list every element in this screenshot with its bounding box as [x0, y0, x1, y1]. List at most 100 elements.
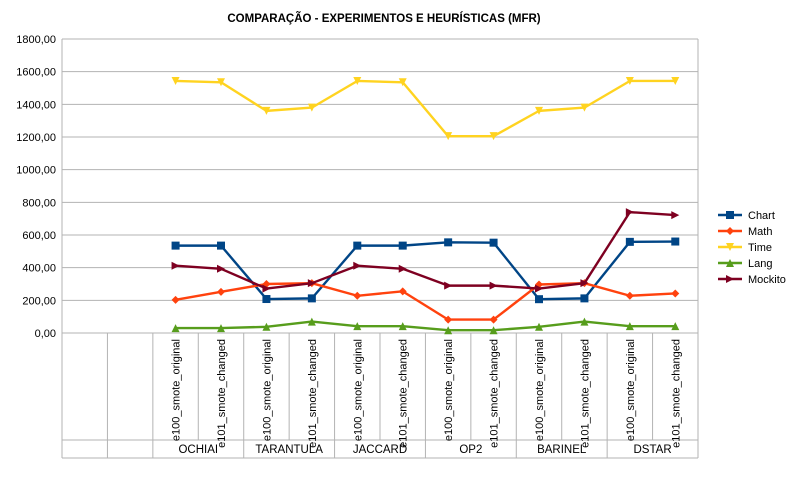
data-point-chart — [307, 294, 316, 303]
data-point-time — [398, 78, 407, 87]
data-point-math — [398, 287, 407, 296]
data-point-time — [625, 76, 634, 85]
x-group-label: DSTAR — [634, 444, 672, 456]
data-point-time — [171, 76, 180, 85]
x-category-label: e101_smote_changed — [489, 339, 501, 448]
x-category-label: e101_smote_changed — [398, 339, 410, 448]
y-tick-label: 400,00 — [22, 263, 56, 275]
x-category-label: e100_smote_original — [625, 339, 637, 441]
data-point-lang — [262, 322, 271, 331]
legend-swatch-marker — [726, 227, 734, 235]
legend-swatch-marker — [726, 243, 734, 251]
legend-label: Mockito — [748, 274, 786, 286]
data-point-mockito — [217, 264, 225, 273]
legend-swatch-marker — [726, 275, 734, 283]
data-point-math — [353, 291, 362, 300]
x-category-label: e100_smote_original — [443, 339, 455, 441]
y-tick-label: 1800,00 — [16, 34, 56, 46]
data-point-chart — [171, 241, 180, 250]
x-group-label: BARINEL — [537, 444, 587, 456]
data-point-lang — [535, 322, 543, 331]
data-point-math — [671, 289, 680, 298]
y-tick-label: 800,00 — [22, 197, 56, 209]
x-category-label: e101_smote_changed — [670, 339, 682, 448]
data-point-chart — [535, 295, 543, 304]
data-point-chart — [444, 238, 453, 247]
y-axis-ticks: 0,00 200,00 400,00 600,00 800,00 1000,00 1200,… — [16, 34, 56, 340]
data-point-mockito — [398, 264, 407, 273]
legend-swatch-marker — [726, 259, 734, 267]
data-point-mockito — [671, 211, 680, 220]
data-point-chart — [217, 241, 225, 250]
data-point-lang — [671, 322, 680, 331]
data-point-time — [262, 106, 271, 115]
data-point-chart — [580, 294, 589, 303]
data-point-mockito — [625, 208, 634, 217]
data-point-mockito — [353, 261, 362, 270]
data-point-time — [353, 76, 362, 85]
axes — [61, 39, 699, 459]
series-lines — [171, 76, 680, 335]
data-point-lang — [489, 326, 498, 335]
data-point-mockito — [535, 284, 543, 293]
data-point-mockito — [171, 261, 180, 270]
data-point-chart — [625, 237, 634, 246]
data-point-mockito — [444, 281, 453, 290]
x-group-label: OP2 — [459, 444, 482, 456]
series-chart — [171, 237, 680, 304]
legend-label: Chart — [748, 210, 775, 222]
data-point-mockito — [262, 284, 271, 293]
data-point-time — [444, 132, 453, 141]
x-category-label: e101_smote_changed — [579, 339, 591, 448]
data-point-mockito — [307, 279, 316, 288]
data-point-math — [489, 315, 498, 324]
data-point-chart — [489, 238, 498, 247]
x-axis-groups: OCHIAI TARANTULA JACCARD OP2 BARINEL DSTAR — [178, 444, 671, 456]
data-point-chart — [671, 237, 680, 246]
chart-title: COMPARAÇÃO - EXPERIMENTOS E HEURÍSTICAS … — [227, 12, 540, 25]
y-tick-label: 0,00 — [35, 328, 56, 340]
data-point-lang — [171, 324, 180, 333]
series-line-mockito — [175, 210, 676, 290]
series-time — [171, 76, 680, 141]
data-point-mockito — [580, 279, 589, 288]
x-category-label: e100_smote_original — [261, 339, 273, 441]
legend-item-mockito: Mockito — [718, 274, 786, 286]
x-group-label: JACCARD — [353, 444, 407, 456]
legend-item-math: Math — [718, 226, 772, 238]
data-point-lang — [398, 322, 407, 331]
y-tick-label: 1600,00 — [16, 67, 56, 79]
legend-label: Math — [748, 226, 772, 238]
series-math — [171, 279, 680, 324]
data-point-lang — [625, 322, 634, 331]
data-point-mockito — [489, 281, 498, 290]
x-category-label: e101_smote_changed — [216, 339, 228, 448]
data-point-chart — [353, 241, 362, 250]
data-point-math — [625, 291, 634, 300]
series-line-math — [175, 281, 676, 321]
data-point-math — [444, 315, 453, 324]
data-point-lang — [307, 317, 316, 326]
legend-item-chart: Chart — [718, 210, 775, 222]
series-line-chart — [175, 240, 676, 301]
legend: Chart Math Time Lang Mockito — [718, 210, 786, 286]
x-category-label: e100_smote_original — [171, 339, 183, 441]
data-point-lang — [353, 322, 362, 331]
series-lang — [171, 317, 680, 335]
data-point-time — [535, 106, 543, 115]
legend-item-lang: Lang — [718, 258, 772, 270]
data-point-chart — [262, 295, 271, 304]
data-point-time — [217, 78, 225, 87]
legend-label: Time — [748, 242, 772, 254]
data-point-time — [307, 103, 316, 112]
data-point-math — [171, 295, 180, 304]
x-category-label: e100_smote_original — [534, 339, 546, 441]
series-mockito — [171, 208, 680, 293]
data-point-time — [580, 103, 589, 112]
x-category-label: e101_smote_changed — [307, 339, 319, 448]
y-tick-label: 1400,00 — [16, 99, 56, 111]
x-axis-categories: e100_smote_original e101_smote_changed e10… — [171, 339, 683, 448]
y-tick-label: 1200,00 — [16, 132, 56, 144]
data-point-chart — [398, 241, 407, 250]
